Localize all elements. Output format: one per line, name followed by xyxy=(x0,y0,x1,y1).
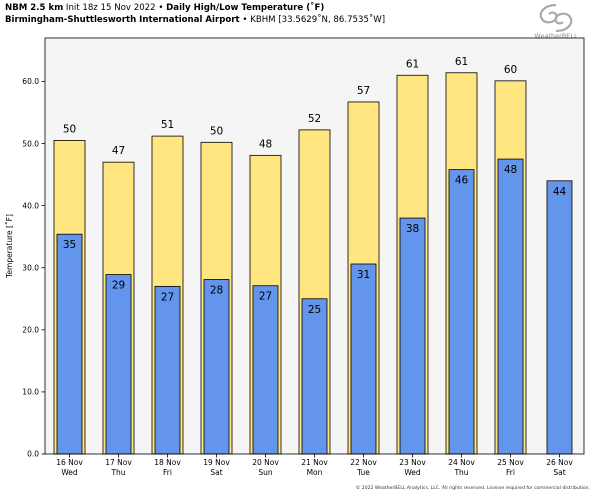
low-temp-label: 38 xyxy=(406,223,419,235)
y-tick-label: 60.0 xyxy=(22,77,39,86)
bars-layer: 50 35 47 29 51 27 50 28 48 27 52 25 57 31 61 38 61 46 60 48… xyxy=(53,56,573,455)
x-tick-day: Wed xyxy=(404,468,421,477)
low-temp-bar xyxy=(546,180,573,455)
high-temp-label: 50 xyxy=(210,125,223,137)
copyright-notice: © 2022 WeatherBELL Analytics, LLC. All r… xyxy=(355,486,590,491)
x-tick-date: 23 Nov xyxy=(399,458,426,467)
low-temp-label: 27 xyxy=(161,291,174,303)
x-tick-date: 17 Nov xyxy=(105,458,132,467)
low-temp-label: 31 xyxy=(357,269,370,281)
x-tick-date: 24 Nov xyxy=(448,458,475,467)
logo-text: WeatherBELL xyxy=(534,32,578,40)
low-temp-bar xyxy=(301,298,328,455)
high-temp-label: 61 xyxy=(406,58,419,70)
low-temp-bar xyxy=(252,285,279,455)
x-tick-date: 22 Nov xyxy=(350,458,377,467)
low-temp-bar xyxy=(350,263,377,455)
low-temp-bar xyxy=(56,233,83,455)
low-temp-bar xyxy=(154,285,181,455)
x-tick-day: Wed xyxy=(61,468,78,477)
x-tick-date: 16 Nov xyxy=(56,458,83,467)
y-tick-label: 40.0 xyxy=(22,201,39,210)
x-tick-day: Sat xyxy=(210,468,222,477)
low-temp-bar xyxy=(497,158,524,455)
low-temp-bar xyxy=(105,274,132,455)
x-tick-date: 19 Nov xyxy=(203,458,230,467)
low-temp-label: 46 xyxy=(455,175,469,187)
x-tick-date: 21 Nov xyxy=(301,458,328,467)
low-temp-label: 48 xyxy=(504,164,517,176)
x-tick-day: Mon xyxy=(307,468,323,477)
location-name: Birmingham-Shuttlesworth International A… xyxy=(5,15,240,25)
header-line-2: Birmingham-Shuttlesworth International A… xyxy=(5,15,385,26)
x-tick-date: 26 Nov xyxy=(546,458,573,467)
y-tick-label: 10.0 xyxy=(22,388,39,397)
x-tick-date: 25 Nov xyxy=(497,458,524,467)
low-temp-label: 25 xyxy=(308,304,321,316)
product-name: Daily High/Low Temperature (˚F) xyxy=(166,3,325,13)
high-temp-label: 57 xyxy=(357,85,370,97)
y-tick-label: 30.0 xyxy=(22,263,39,272)
low-temp-bar xyxy=(448,169,475,455)
high-temp-label: 60 xyxy=(504,64,517,76)
high-temp-label: 47 xyxy=(112,145,125,157)
high-temp-label: 52 xyxy=(308,113,321,125)
high-temp-label: 51 xyxy=(161,119,174,131)
low-temp-label: 28 xyxy=(210,285,223,297)
header-line-1: NBM 2.5 km Init 18z 15 Nov 2022 • Daily … xyxy=(5,3,324,14)
x-tick-day: Thu xyxy=(453,468,468,477)
x-tick-date: 18 Nov xyxy=(154,458,181,467)
x-tick-day: Fri xyxy=(506,468,515,477)
high-temp-label: 61 xyxy=(455,56,468,68)
x-tick-day: Fri xyxy=(163,468,172,477)
bullet: • xyxy=(242,15,248,25)
y-tick-label: 0.0 xyxy=(27,450,39,459)
bullet: • xyxy=(158,3,164,13)
low-temp-label: 35 xyxy=(63,239,76,251)
y-axis: 0.0 10.0 20.0 30.0 40.0 50.0 60.0 xyxy=(22,77,45,459)
x-tick-day: Tue xyxy=(356,468,370,477)
x-tick-day: Sat xyxy=(553,468,565,477)
x-tick-day: Thu xyxy=(110,468,125,477)
y-axis-label: Temperature [˚F] xyxy=(5,214,14,279)
y-tick-label: 20.0 xyxy=(22,326,39,335)
init-time: Init 18z 15 Nov 2022 xyxy=(65,3,156,13)
low-temp-label: 44 xyxy=(553,186,567,198)
station-info: KBHM [33.5629˚N, 86.7535˚W] xyxy=(250,15,386,25)
x-tick-day: Sun xyxy=(258,468,273,477)
low-temp-label: 29 xyxy=(112,280,125,292)
high-temp-label: 50 xyxy=(63,123,76,135)
weatherbell-logo: WeatherBELL xyxy=(526,1,586,41)
x-tick-date: 20 Nov xyxy=(252,458,279,467)
low-temp-label: 27 xyxy=(259,291,272,303)
high-temp-label: 48 xyxy=(259,138,272,150)
y-tick-label: 50.0 xyxy=(22,139,39,148)
low-temp-bar xyxy=(203,279,230,455)
plot-frame xyxy=(44,37,585,455)
model-name: NBM 2.5 km xyxy=(5,3,64,13)
storm-swirl-logo-icon: WeatherBELL xyxy=(534,3,578,40)
low-temp-bar xyxy=(399,217,426,455)
